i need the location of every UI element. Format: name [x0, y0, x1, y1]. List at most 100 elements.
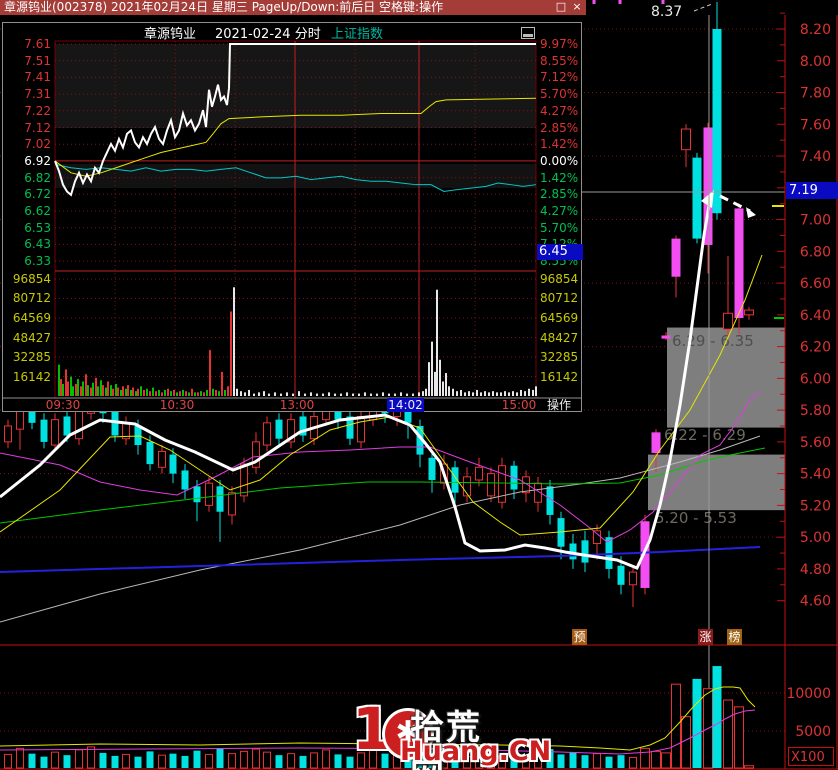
candle-up — [357, 415, 365, 443]
gap-zone-box — [648, 454, 785, 511]
candle-up — [498, 465, 506, 503]
volume-bar-up — [51, 751, 59, 769]
volume-bar-up — [87, 746, 95, 769]
intraday-price-label: 7.22 — [24, 103, 51, 118]
volume-bar-up — [158, 754, 166, 769]
indicator-marker-预[interactable]: 预 — [572, 629, 587, 645]
candle-up — [681, 128, 691, 151]
volume-bar-up — [287, 753, 295, 769]
intraday-window[interactable]: 章源钨业 2021-02-24 分时 上证指数 7.61 7.51 7.41 7.31… — [2, 22, 583, 413]
volume-bar-down — [692, 678, 702, 768]
candle-up — [51, 419, 59, 446]
candle-limit — [703, 127, 713, 245]
volume-bar-down — [216, 748, 224, 768]
volume-bar-up — [629, 756, 637, 769]
gap-range-label: 6.22 - 6.29 — [664, 426, 746, 444]
panel-toggle-icon[interactable] — [521, 27, 535, 39]
intraday-price-label: 6.72 — [24, 187, 51, 202]
intraday-price-label: 7.31 — [24, 87, 51, 102]
price-axis-label: 6.80 — [800, 244, 831, 260]
volume-bar-down — [346, 756, 354, 768]
indicator-marker-涨[interactable]: 涨 — [698, 629, 713, 645]
volume-bar-down — [557, 754, 565, 768]
candle-up — [522, 476, 530, 494]
crosshair-price-badge: 7.19 — [786, 182, 838, 199]
candle-up — [475, 466, 483, 481]
intraday-vol-label: 16142 — [12, 369, 51, 384]
volume-bar-up — [16, 747, 24, 769]
volume-bar-down — [181, 755, 189, 768]
price-axis-label: 5.20 — [800, 498, 831, 514]
price-axis-label: 4.80 — [800, 562, 831, 578]
time-axis-label: 09:30 — [45, 398, 81, 412]
ma-gray — [0, 435, 761, 623]
avg-price-line — [54, 97, 537, 177]
intraday-pct-label: 4.27% — [540, 204, 579, 218]
volume-bar-up — [734, 706, 744, 769]
candle-up — [593, 530, 601, 545]
price-axis-label: 8.20 — [800, 22, 831, 38]
close-button[interactable]: × — [572, 0, 582, 13]
volume-bar-up — [534, 750, 542, 769]
ma-white — [0, 199, 712, 570]
price-axis-label: 5.60 — [800, 435, 831, 451]
candle-up — [75, 409, 83, 440]
candle-down — [181, 470, 189, 490]
volume-bar-down — [451, 754, 459, 768]
volume-bar-down — [134, 756, 142, 768]
indicator-marker-榜[interactable]: 榜 — [727, 629, 742, 645]
candle-down — [416, 426, 424, 455]
candle-up — [744, 309, 754, 316]
price-axis-label: 8.00 — [800, 54, 831, 70]
candle-down — [428, 457, 436, 480]
volume-bar-down — [169, 753, 177, 768]
intraday-vol-label: 32285 — [12, 349, 51, 364]
intraday-vol-label: 80712 — [540, 291, 579, 306]
candle-up — [252, 441, 260, 468]
volume-bar-down — [193, 750, 201, 768]
volume-bar-down — [510, 753, 518, 768]
candle-down — [451, 467, 459, 493]
candle-down — [216, 486, 224, 512]
candle-down — [28, 403, 36, 423]
intraday-vol-label: 96854 — [12, 272, 51, 286]
intraday-pct-label: 9.97% — [540, 37, 579, 51]
volume-unit-label: X100 — [788, 747, 834, 766]
volume-bar-up — [205, 753, 213, 769]
intraday-price-label: 6.62 — [24, 204, 51, 218]
volume-bar-down — [111, 755, 119, 768]
volume-bar-up — [651, 750, 661, 769]
price-axis-label: 7.40 — [800, 149, 831, 165]
volume-axis-label: 5000 — [795, 724, 831, 740]
price-axis-label: 6.20 — [800, 340, 831, 356]
candle-up — [463, 476, 471, 497]
volume-bar-up — [263, 751, 271, 769]
intraday-price-label: 6.43 — [24, 237, 51, 252]
candle-down — [275, 419, 283, 439]
candle-down — [40, 419, 48, 442]
intraday-price-label: 6.33 — [24, 254, 51, 269]
intraday-chart[interactable] — [3, 23, 583, 413]
candle-up — [629, 571, 637, 586]
time-axis-label: 10:30 — [159, 398, 195, 412]
intraday-pct-label: 2.85% — [540, 187, 579, 202]
volume-bar-up — [357, 752, 365, 769]
volume-bar-down — [275, 755, 283, 768]
price-axis-label: 6.40 — [800, 308, 831, 324]
volume-bar-down — [146, 751, 154, 768]
candle-down — [546, 486, 554, 515]
candle-limit — [651, 432, 661, 453]
intraday-header: 章源钨业 2021-02-24 分时 上证指数 — [3, 23, 581, 42]
trend-arrowhead — [701, 190, 714, 208]
volume-bar-up — [463, 756, 471, 769]
intraday-action-label[interactable]: 操作 — [547, 398, 572, 412]
intraday-vol-label: 16142 — [540, 369, 579, 384]
index-link[interactable]: 上证指数 — [331, 27, 384, 42]
minimize-button[interactable]: □ — [555, 0, 567, 13]
volume-bar-up — [487, 752, 495, 769]
volume-bar-up — [440, 755, 448, 769]
volume-bar-up — [498, 755, 506, 769]
price-axis-label: 7.80 — [800, 86, 831, 102]
volume-bar-up — [310, 752, 318, 769]
